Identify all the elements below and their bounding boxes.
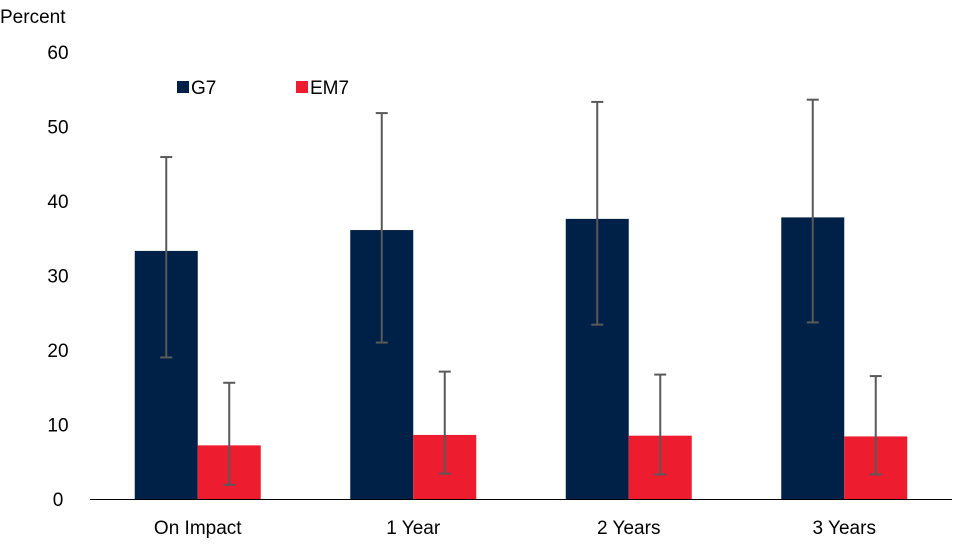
x-tick-label: 3 Years <box>813 518 876 539</box>
legend-swatch-em7 <box>296 81 308 93</box>
legend-label-g7: G7 <box>191 78 216 99</box>
legend-swatch-g7 <box>177 81 189 93</box>
y-tick-label: 0 <box>53 490 64 511</box>
error-bars <box>160 98 882 486</box>
x-tick-label: 2 Years <box>597 518 660 539</box>
legend-label-em7: EM7 <box>310 78 349 99</box>
y-tick-label: 40 <box>47 192 68 213</box>
y-axis-ticks: 0 10 20 30 40 50 60 <box>47 43 68 511</box>
legend: G7 EM7 <box>177 78 349 99</box>
y-tick-label: 50 <box>47 118 68 139</box>
y-axis-label: Percent <box>0 7 66 28</box>
y-tick-label: 30 <box>47 267 68 288</box>
y-tick-label: 60 <box>47 43 68 64</box>
x-axis-ticks: On Impact 1 Year 2 Years 3 Years <box>154 518 876 539</box>
x-tick-label: 1 Year <box>386 518 441 539</box>
y-tick-label: 20 <box>47 341 68 362</box>
y-tick-label: 10 <box>47 416 68 437</box>
x-tick-label: On Impact <box>154 518 242 539</box>
bars <box>134 217 908 499</box>
